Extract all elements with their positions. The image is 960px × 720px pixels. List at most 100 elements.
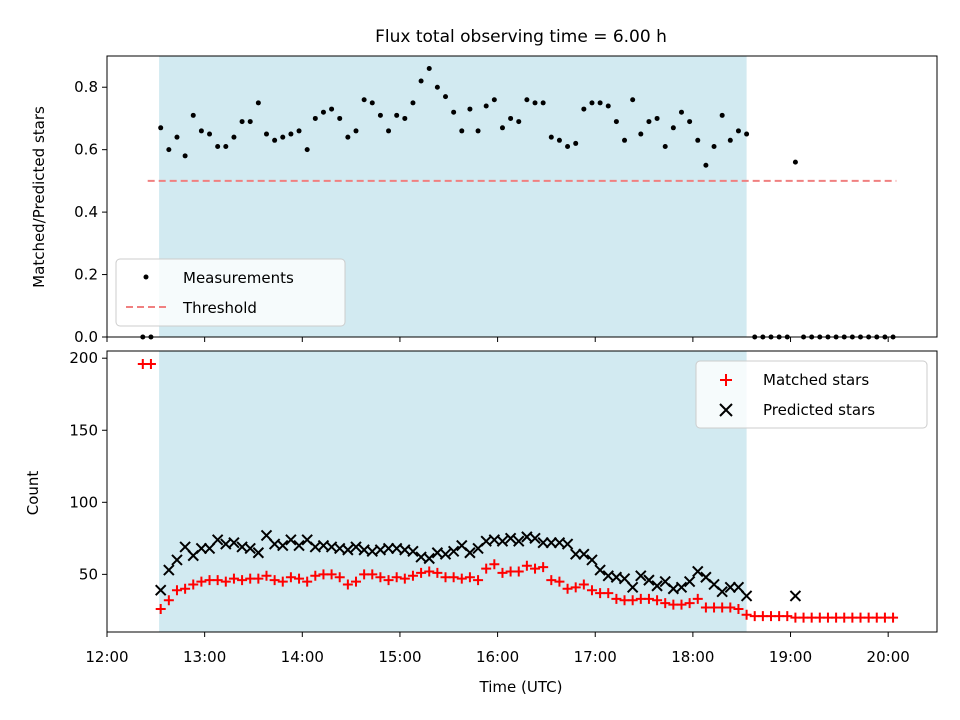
top-y-axis-label: Matched/Predicted stars xyxy=(30,106,48,288)
matched-stars-marker xyxy=(530,563,541,574)
top-x-ticks xyxy=(106,337,889,342)
legend-predicted-label: Predicted stars xyxy=(763,401,875,419)
matched-stars-marker xyxy=(326,569,337,580)
predicted-stars-marker xyxy=(407,545,419,558)
predicted-stars-marker xyxy=(244,542,256,555)
matched-stars-marker xyxy=(342,579,353,590)
predicted-stars-marker xyxy=(464,547,476,559)
legend-matched-label: Matched stars xyxy=(763,371,869,389)
bottom-y-tick-label: 200 xyxy=(69,349,98,367)
top-y-tick-label: 0.2 xyxy=(74,266,98,284)
predicted-stars-marker xyxy=(626,581,639,594)
measurement-point xyxy=(296,128,302,134)
measurement-point xyxy=(654,115,660,121)
matched-stars-marker xyxy=(432,567,443,578)
measurement-point xyxy=(434,84,440,90)
top-y-tick-label: 0.0 xyxy=(74,328,98,346)
predicted-stars-marker xyxy=(586,554,598,566)
predicted-stars-marker xyxy=(594,564,606,576)
predicted-stars-marker xyxy=(529,532,541,545)
predicted-stars-marker xyxy=(382,542,395,555)
matched-stars-marker xyxy=(546,575,557,586)
matched-stars-marker xyxy=(188,579,199,590)
matched-stars-marker xyxy=(383,575,394,586)
bottom-y-tick-label: 50 xyxy=(79,565,98,583)
measurement-point xyxy=(475,128,481,134)
measurement-point xyxy=(394,112,400,118)
measurement-point xyxy=(426,65,432,71)
predicted-stars-marker xyxy=(496,535,509,547)
measurement-point xyxy=(410,100,416,106)
matched-stars-marker xyxy=(180,583,191,594)
measurement-point xyxy=(516,119,522,125)
predicted-stars-marker xyxy=(618,572,631,585)
predicted-stars-marker xyxy=(740,590,753,602)
bottom-y-axis-label: Count xyxy=(24,471,42,516)
matched-stars-marker xyxy=(684,598,695,609)
measurement-point xyxy=(255,100,261,106)
predicted-stars-marker xyxy=(252,547,265,559)
matched-stars-marker xyxy=(277,576,288,587)
matched-legend-marker xyxy=(720,374,732,386)
chart-title: Flux total observing time = 6.00 h xyxy=(375,27,667,47)
matched-stars-marker xyxy=(627,595,638,606)
matched-stars-marker xyxy=(741,609,752,620)
top-y-axis: 0.0 0.2 0.4 0.6 0.8 xyxy=(74,78,107,346)
predicted-stars-marker xyxy=(195,542,208,555)
measurement-point xyxy=(565,144,571,150)
matched-stars-marker xyxy=(456,573,467,584)
measurement-point xyxy=(703,162,709,168)
matched-stars-marker xyxy=(424,566,435,577)
legend-measurements-label: Measurements xyxy=(183,269,294,287)
measurement-point xyxy=(288,131,294,137)
x-tick-label: 16:00 xyxy=(476,648,519,666)
measurement-point xyxy=(638,131,644,137)
top-y-tick-label: 0.8 xyxy=(74,78,98,96)
matched-stars-marker xyxy=(448,572,459,583)
measurement-point xyxy=(402,115,408,121)
predicted-stars-marker xyxy=(171,554,183,566)
top-legend: Measurements Threshold xyxy=(115,258,346,327)
predicted-stars-marker xyxy=(504,532,517,545)
matched-stars-marker xyxy=(145,358,156,369)
matched-stars-marker xyxy=(733,603,744,614)
predicted-stars-marker xyxy=(211,534,224,546)
measurement-point xyxy=(540,100,546,106)
measurement-point xyxy=(792,159,798,165)
measurement-point xyxy=(223,144,229,150)
matched-stars-marker xyxy=(692,593,703,604)
measurement-point xyxy=(556,137,562,143)
matched-stars-marker xyxy=(725,602,736,613)
legend-threshold-label: Threshold xyxy=(182,299,257,317)
x-tick-label: 13:00 xyxy=(183,648,226,666)
measurement-point xyxy=(695,137,701,143)
measurement-point xyxy=(215,144,221,150)
measurement-point xyxy=(247,119,253,125)
matched-stars-marker xyxy=(302,576,313,587)
predicted-legend-marker xyxy=(719,403,733,417)
measurement-point xyxy=(687,119,693,125)
matched-stars-marker xyxy=(611,593,622,604)
top-y-tick-label: 0.4 xyxy=(74,203,98,221)
measurement-point xyxy=(386,128,392,134)
matched-stars-marker xyxy=(521,560,532,571)
measurement-point xyxy=(483,103,489,109)
matched-stars-marker xyxy=(228,573,239,584)
measurement-point xyxy=(548,134,554,140)
predicted-stars-marker xyxy=(293,539,305,552)
predicted-stars-marker xyxy=(635,570,647,582)
measurement-point xyxy=(280,134,286,140)
predicted-stars-marker xyxy=(203,542,216,555)
predicted-stars-marker xyxy=(350,541,362,553)
measurement-point xyxy=(190,112,196,118)
measurement-point xyxy=(744,131,750,137)
predicted-stars-marker xyxy=(228,536,240,549)
measurement-point xyxy=(459,128,465,134)
matched-stars-marker xyxy=(586,585,597,596)
matched-stars-marker xyxy=(253,573,264,584)
measurement-point xyxy=(329,106,335,112)
bottom-y-tick-label: 150 xyxy=(69,421,98,439)
predicted-stars-marker xyxy=(643,574,655,586)
measurement-point xyxy=(361,97,367,103)
matched-stars-marker xyxy=(285,572,296,583)
